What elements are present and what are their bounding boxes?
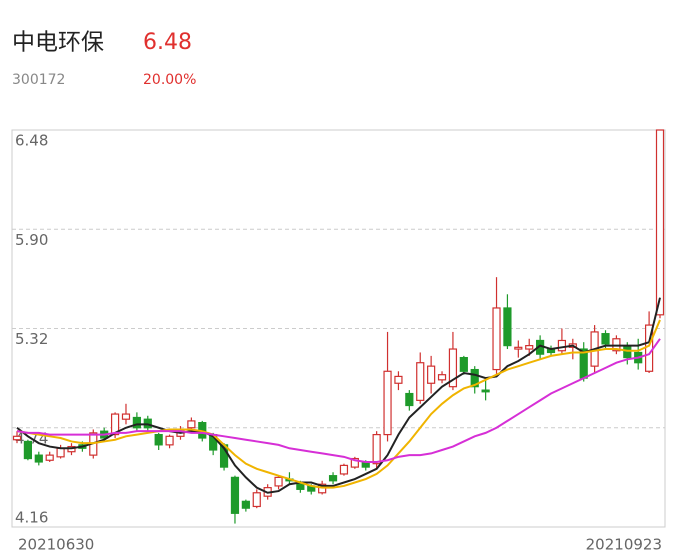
candle-body (525, 345, 534, 350)
candle-body (514, 346, 523, 350)
candle-body (481, 389, 490, 393)
candle-body (252, 492, 261, 508)
y-tick-label: 4.16 (15, 509, 48, 527)
candle-body (427, 365, 436, 384)
candle-body (230, 476, 240, 514)
candle-body (45, 454, 54, 461)
candle-body (383, 370, 392, 436)
candle-body (394, 375, 403, 384)
candle-body (350, 457, 359, 468)
candle-body (274, 476, 283, 487)
candle-body (448, 348, 458, 388)
candle-body (23, 440, 32, 460)
candle-body (655, 129, 665, 316)
candle-body (110, 413, 120, 436)
candle-body (121, 413, 131, 420)
y-tick-label: 6.48 (15, 132, 48, 150)
candle-body (241, 500, 250, 509)
candle-body (34, 454, 43, 463)
candle-body (339, 464, 349, 475)
candle-body (132, 416, 141, 429)
stock-price: 6.48 (143, 30, 192, 55)
x-tick-label: 20210630 (18, 536, 94, 554)
candle-body (187, 420, 196, 429)
candle-body (470, 368, 479, 388)
candle-body (12, 435, 22, 441)
candle-body (372, 433, 381, 465)
candle-body (503, 307, 512, 347)
candle-body (328, 475, 338, 482)
y-tick-label: 5.32 (15, 330, 48, 348)
candle-body (154, 433, 163, 446)
candle-body (405, 392, 414, 407)
stock-change: 20.00% (143, 72, 196, 88)
y-tick-label: 5.90 (15, 231, 48, 249)
x-tick-label: 20210923 (586, 536, 662, 554)
candle-body (601, 333, 610, 345)
candle-body (416, 362, 425, 401)
candle-body (557, 339, 567, 352)
candle-body (56, 447, 65, 458)
candle-body (165, 435, 174, 446)
moving-average-line (16, 297, 661, 494)
candle-body (492, 307, 501, 371)
stock-name: 中电环保 (12, 30, 104, 56)
moving-average-line (16, 338, 661, 463)
candle-body (459, 356, 468, 372)
candle-body (437, 374, 447, 381)
stock-code: 300172 (12, 72, 65, 88)
moving-average-line (16, 319, 661, 489)
